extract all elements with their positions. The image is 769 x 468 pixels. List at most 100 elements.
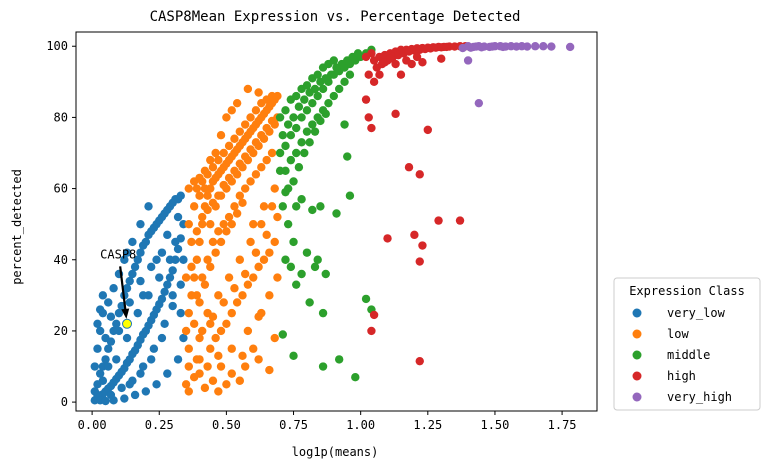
- scatter-point: [141, 387, 151, 396]
- scatter-point: [281, 141, 290, 151]
- scatter-point: [211, 248, 220, 257]
- scatter-point: [257, 131, 266, 140]
- y-tick-label: 100: [46, 39, 68, 53]
- series-low: [181, 84, 282, 396]
- scatter-point: [216, 326, 226, 336]
- scatter-point: [415, 356, 424, 366]
- scatter-point: [227, 308, 236, 318]
- legend-label: low: [667, 327, 689, 341]
- scatter-point: [133, 308, 142, 318]
- scatter-point: [184, 344, 193, 353]
- scatter-point: [200, 184, 210, 193]
- scatter-point: [240, 362, 250, 371]
- scatter-point: [219, 298, 228, 307]
- scatter-point: [334, 355, 344, 364]
- scatter-point: [437, 54, 446, 63]
- series-very-high: [458, 42, 575, 108]
- scatter-point: [152, 255, 161, 264]
- scatter-point: [168, 301, 177, 311]
- scatter-point: [128, 269, 137, 279]
- scatter-point: [259, 255, 269, 264]
- scatter-point: [136, 219, 145, 229]
- scatter-point: [251, 170, 261, 179]
- scatter-point: [262, 123, 271, 133]
- scatter-point: [455, 216, 465, 225]
- scatter-point: [240, 120, 250, 129]
- scatter-point: [101, 333, 110, 343]
- scatter-point: [206, 319, 215, 329]
- scatter-point: [130, 390, 140, 400]
- scatter-point: [410, 230, 419, 240]
- scatter-point: [230, 134, 239, 143]
- scatter-point: [340, 77, 349, 87]
- scatter-point: [308, 120, 317, 129]
- scatter-point: [415, 257, 424, 266]
- scatter-point: [235, 255, 245, 264]
- scatter-point: [214, 291, 223, 300]
- scatter-point: [321, 109, 330, 119]
- scatter-point: [136, 369, 145, 378]
- scatter-point: [230, 202, 239, 211]
- x-axis-title: log1p(means): [292, 445, 379, 459]
- scatter-point: [101, 396, 110, 406]
- scatter-point: [240, 184, 250, 193]
- scatter-point: [176, 308, 185, 318]
- scatter-point: [222, 113, 231, 122]
- scatter-point: [321, 269, 330, 279]
- scatter-point: [206, 219, 215, 229]
- scatter-point: [292, 123, 301, 133]
- scatter-point: [340, 120, 349, 129]
- scatter-point: [238, 291, 247, 300]
- scatter-point: [246, 177, 255, 186]
- scatter-point: [227, 344, 236, 353]
- scatter-point: [329, 91, 339, 101]
- scatter-point: [547, 42, 556, 51]
- scatter-point: [238, 198, 247, 208]
- scatter-point: [289, 237, 298, 247]
- scatter-point: [219, 180, 228, 190]
- scatter-point: [278, 131, 287, 140]
- scatter-point: [313, 91, 322, 101]
- scatter-point: [391, 59, 400, 69]
- scatter-point: [104, 344, 113, 353]
- scatter-point: [318, 308, 328, 318]
- scatter-point: [243, 84, 253, 94]
- scatter-point: [313, 255, 322, 264]
- scatter-point: [189, 319, 199, 329]
- scatter-point: [442, 42, 451, 52]
- scatter-point: [216, 237, 226, 247]
- scatter-point: [90, 362, 99, 371]
- scatter-point: [160, 319, 169, 329]
- series-very-low: [90, 191, 188, 406]
- scatter-point: [391, 109, 400, 119]
- scatter-point: [364, 113, 373, 122]
- scatter-point: [109, 284, 118, 293]
- scatter-point: [415, 170, 424, 179]
- scatter-point: [192, 355, 202, 364]
- scatter-point: [488, 42, 497, 51]
- scatter-point: [294, 163, 304, 172]
- scatter-point: [318, 362, 328, 371]
- scatter-point: [262, 230, 271, 240]
- scatter-point: [208, 237, 218, 247]
- scatter-point: [219, 219, 228, 229]
- x-tick-label: 0.50: [212, 418, 241, 432]
- y-tick-label: 40: [54, 253, 68, 267]
- scatter-point: [138, 291, 148, 300]
- x-tick-label: 0.00: [78, 418, 107, 432]
- legend-item-very-low: very_low: [632, 306, 726, 320]
- scatter-point: [267, 202, 277, 211]
- scatter-point: [222, 319, 231, 329]
- scatter-point: [270, 184, 279, 193]
- scatter-point: [95, 326, 105, 336]
- scatter-point: [351, 372, 360, 382]
- scatter-point: [305, 138, 314, 147]
- scatter-point: [364, 70, 373, 79]
- legend-title: Expression Class: [629, 284, 745, 298]
- scatter-point: [200, 280, 210, 289]
- scatter-point: [222, 380, 231, 389]
- scatter-point: [329, 56, 339, 65]
- annotation-arrow-shaft: [119, 266, 127, 314]
- scatter-point: [114, 326, 124, 336]
- scatter-point: [292, 280, 301, 289]
